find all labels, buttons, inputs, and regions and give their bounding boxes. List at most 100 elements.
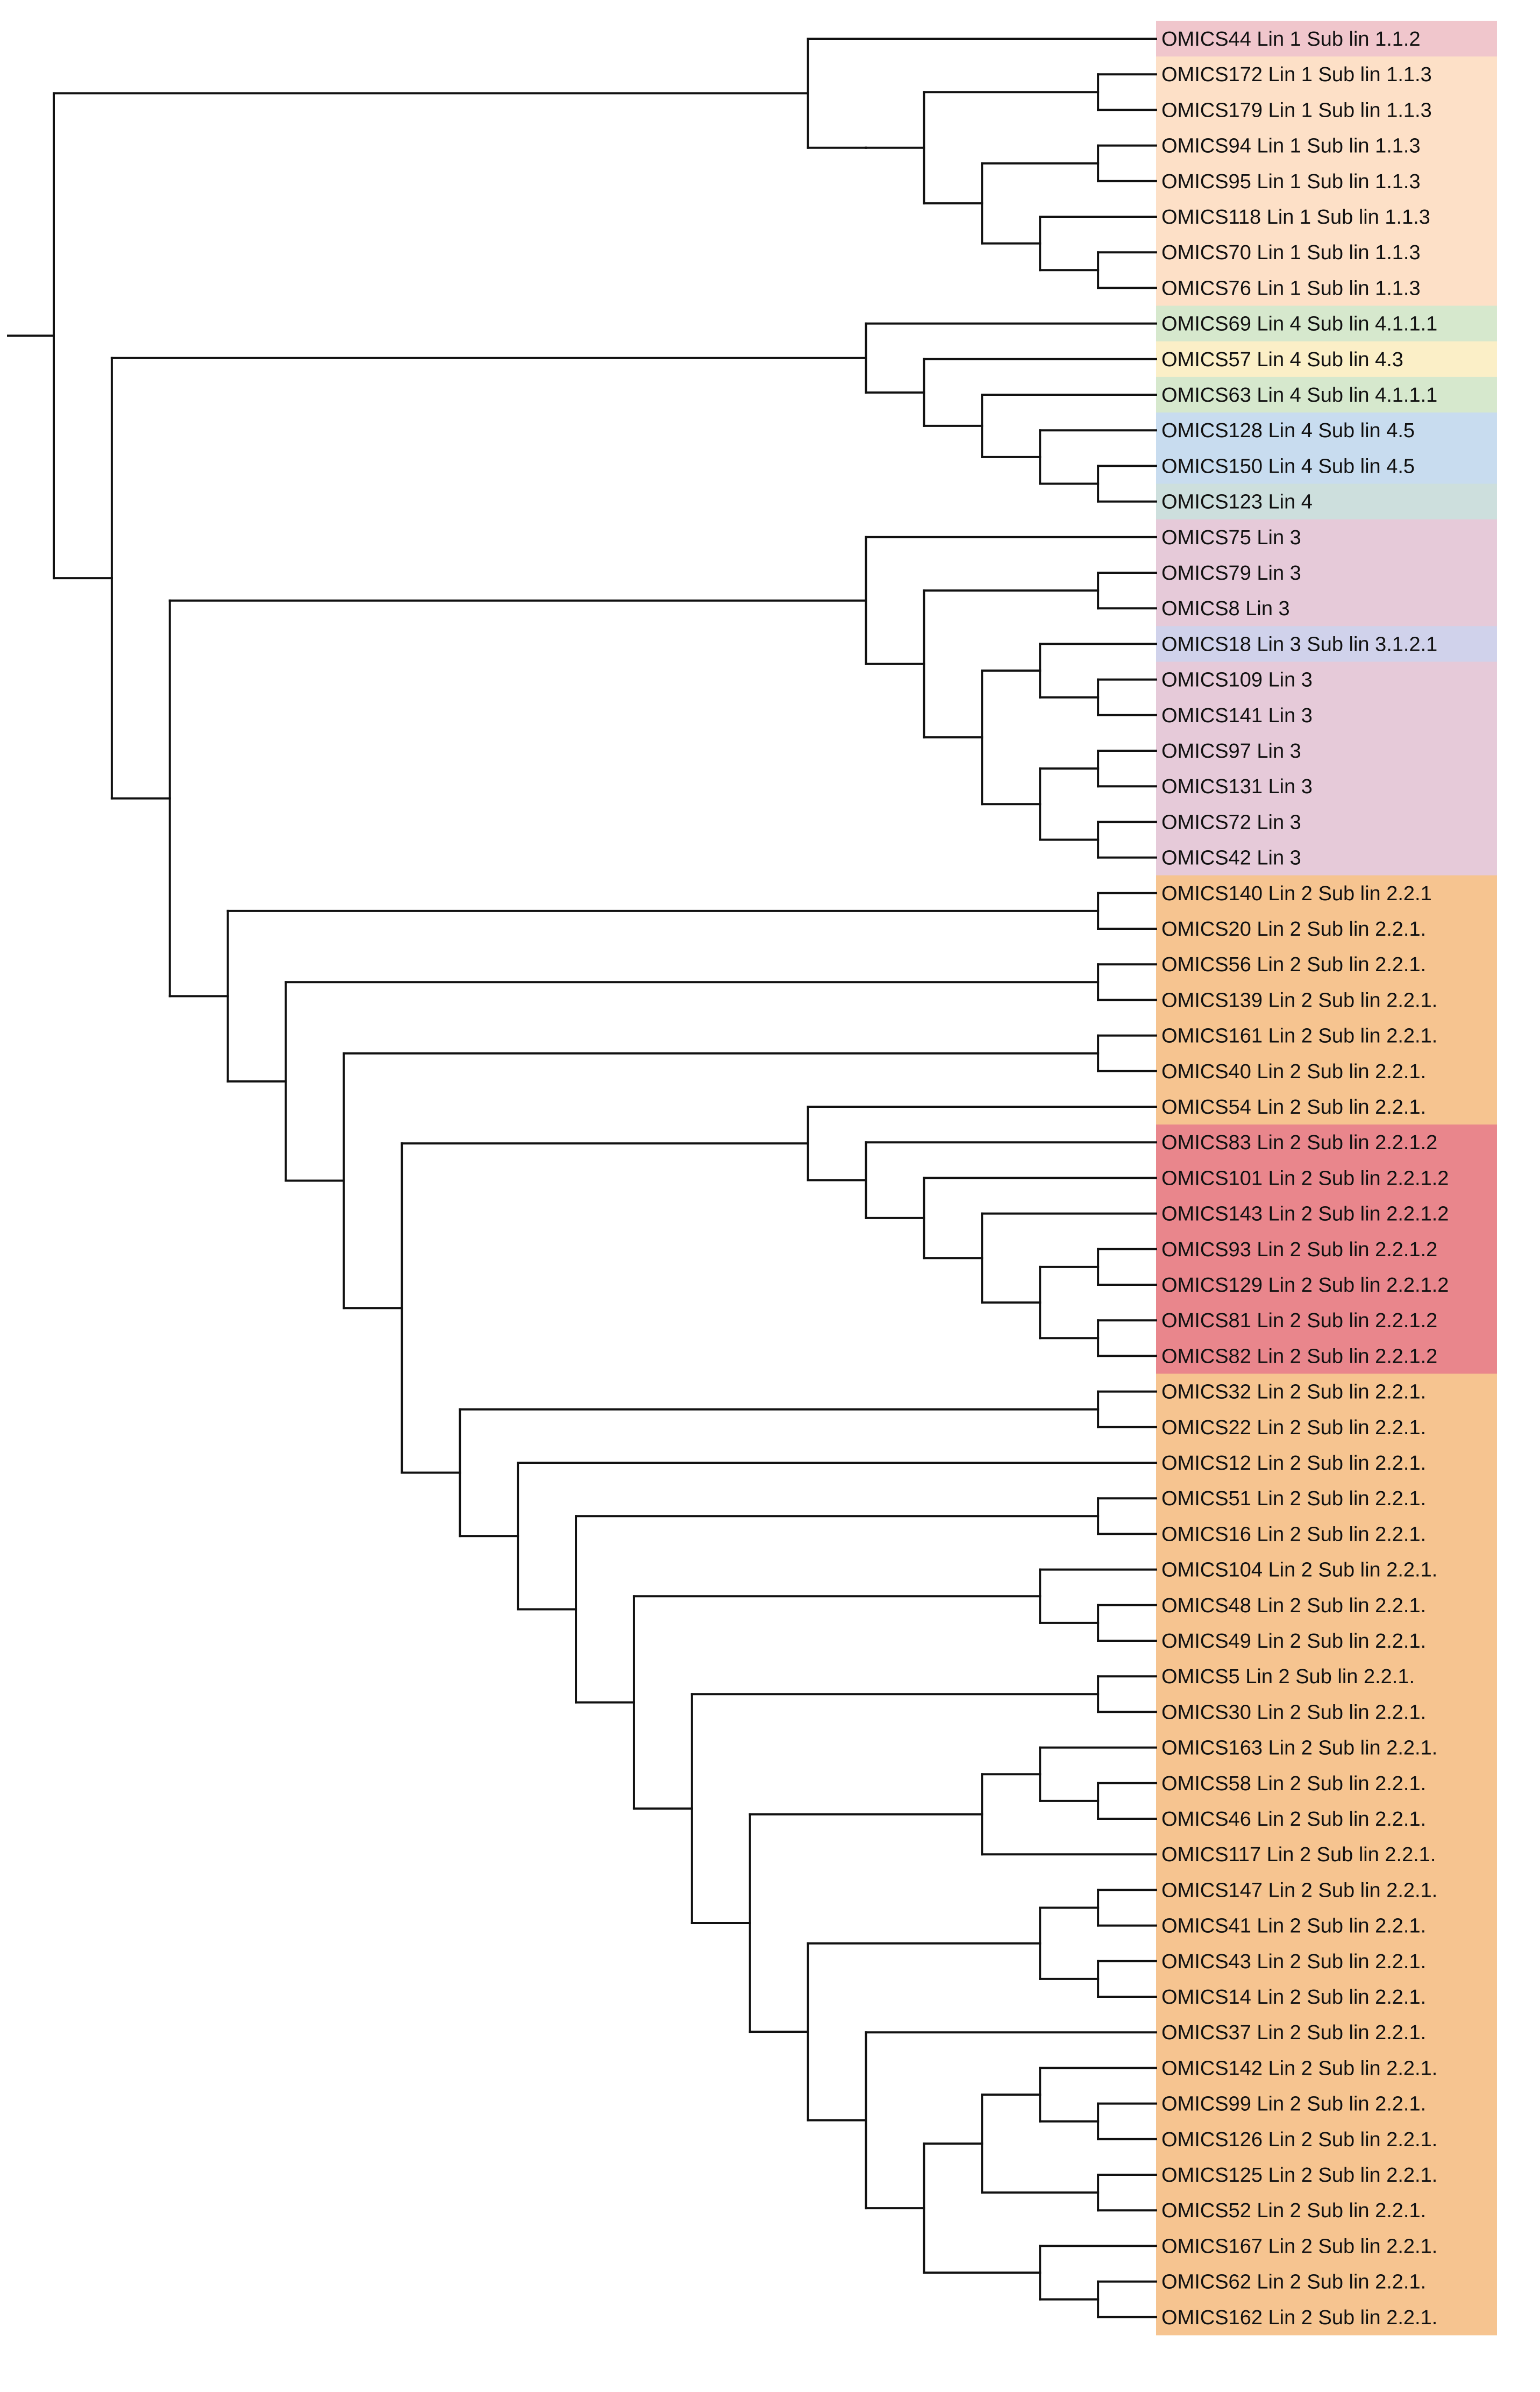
leaf-color-band: [1156, 1694, 1497, 1731]
leaf-color-band: [1156, 1302, 1497, 1339]
leaf-label: OMICS147 Lin 2 Sub lin 2.2.1.: [1161, 1879, 1437, 1902]
leaf-color-band: [1156, 697, 1497, 734]
leaf-color-band: [1156, 2085, 1497, 2122]
leaf-color-band: [1156, 590, 1497, 627]
leaf-color-band: [1156, 946, 1497, 983]
leaf-label: OMICS62 Lin 2 Sub lin 2.2.1.: [1161, 2271, 1426, 2294]
leaf-label: OMICS69 Lin 4 Sub lin 4.1.1.1: [1161, 313, 1437, 336]
leaf-color-band: [1156, 2299, 1497, 2336]
leaf-label: OMICS32 Lin 2 Sub lin 2.2.1.: [1161, 1381, 1426, 1404]
leaf-label: OMICS63 Lin 4 Sub lin 4.1.1.1: [1161, 384, 1437, 407]
leaf-label: OMICS93 Lin 2 Sub lin 2.2.1.2: [1161, 1238, 1437, 1261]
leaf-label: OMICS16 Lin 2 Sub lin 2.2.1.: [1161, 1523, 1426, 1546]
leaf-label: OMICS56 Lin 2 Sub lin 2.2.1.: [1161, 953, 1426, 976]
leaf-label: OMICS109 Lin 3: [1161, 669, 1313, 692]
leaf-color-band: [1156, 1872, 1497, 1909]
leaf-label: OMICS44 Lin 1 Sub lin 1.1.2: [1161, 28, 1421, 51]
leaf-color-band: [1156, 1943, 1497, 1980]
leaf-color-band: [1156, 1658, 1497, 1695]
leaf-label: OMICS126 Lin 2 Sub lin 2.2.1.: [1161, 2128, 1437, 2151]
leaf-label: OMICS161 Lin 2 Sub lin 2.2.1.: [1161, 1025, 1437, 1048]
leaf-label: OMICS129 Lin 2 Sub lin 2.2.1.2: [1161, 1274, 1449, 1297]
leaf-label: OMICS75 Lin 3: [1161, 526, 1301, 549]
leaf-color-band: [1156, 982, 1497, 1019]
leaf-color-band: [1156, 1053, 1497, 1090]
leaf-label: OMICS8 Lin 3: [1161, 597, 1290, 620]
leaf-label: OMICS82 Lin 2 Sub lin 2.2.1.2: [1161, 1345, 1437, 1368]
leaf-label: OMICS172 Lin 1 Sub lin 1.1.3: [1161, 63, 1432, 86]
leaf-color-band: [1156, 1551, 1497, 1588]
leaf-label: OMICS143 Lin 2 Sub lin 2.2.1.2: [1161, 1203, 1449, 1226]
leaf-label: OMICS76 Lin 1 Sub lin 1.1.3: [1161, 277, 1421, 300]
leaf-color-band: [1156, 839, 1497, 876]
leaf-color-band: [1156, 910, 1497, 947]
leaf-color-band: [1156, 1373, 1497, 1410]
leaf-label: OMICS131 Lin 3: [1161, 775, 1313, 798]
leaf-label: OMICS70 Lin 1 Sub lin 1.1.3: [1161, 241, 1421, 264]
leaf-label: OMICS14 Lin 2 Sub lin 2.2.1.: [1161, 1986, 1426, 2009]
leaf-color-band: [1156, 1480, 1497, 1517]
leaf-label: OMICS95 Lin 1 Sub lin 1.1.3: [1161, 170, 1421, 193]
leaf-label: OMICS40 Lin 2 Sub lin 2.2.1.: [1161, 1060, 1426, 1083]
leaf-color-band: [1156, 198, 1497, 235]
leaf-label: OMICS81 Lin 2 Sub lin 2.2.1.2: [1161, 1309, 1437, 1332]
leaf-label: OMICS79 Lin 3: [1161, 562, 1301, 585]
leaf-label: OMICS72 Lin 3: [1161, 811, 1301, 834]
leaf-label: OMICS5 Lin 2 Sub lin 2.2.1.: [1161, 1665, 1415, 1688]
leaf-color-band: [1156, 341, 1497, 378]
leaf-color-band: [1156, 56, 1497, 92]
leaf-label: OMICS18 Lin 3 Sub lin 3.1.2.1: [1161, 633, 1437, 656]
leaf-label: OMICS117 Lin 2 Sub lin 2.2.1.: [1161, 1843, 1436, 1866]
leaf-color-band: [1156, 1195, 1497, 1232]
leaf-label: OMICS142 Lin 2 Sub lin 2.2.1.: [1161, 2057, 1437, 2080]
leaf-label: OMICS163 Lin 2 Sub lin 2.2.1.: [1161, 1737, 1437, 1760]
leaf-labels: OMICS44 Lin 1 Sub lin 1.1.2 OMICS172 Lin …: [1161, 28, 1449, 2329]
leaf-color-band: [1156, 20, 1497, 57]
leaf-color-band: [1156, 804, 1497, 841]
leaf-label: OMICS128 Lin 4 Sub lin 4.5: [1161, 419, 1415, 442]
leaf-color-band: [1156, 732, 1497, 769]
leaf-color-band: [1156, 1017, 1497, 1054]
leaf-color-band: [1156, 1907, 1497, 1944]
leaf-color-band: [1156, 2014, 1497, 2051]
leaf-label: OMICS104 Lin 2 Sub lin 2.2.1.: [1161, 1559, 1437, 1582]
leaf-label: OMICS22 Lin 2 Sub lin 2.2.1.: [1161, 1416, 1426, 1439]
leaf-color-band: [1156, 2121, 1497, 2158]
leaf-label: OMICS51 Lin 2 Sub lin 2.2.1.: [1161, 1487, 1426, 1510]
leaf-color-band: [1156, 875, 1497, 912]
leaf-color-band: [1156, 2228, 1497, 2265]
leaf-label: OMICS41 Lin 2 Sub lin 2.2.1.: [1161, 1915, 1426, 1938]
leaf-color-band: [1156, 1409, 1497, 1446]
leaf-color-band: [1156, 1124, 1497, 1161]
leaf-label: OMICS118 Lin 1 Sub lin 1.1.3: [1161, 206, 1430, 229]
leaf-color-band: [1156, 1088, 1497, 1125]
leaf-color-band: [1156, 1978, 1497, 2015]
leaf-color-band: [1156, 2192, 1497, 2229]
leaf-label: OMICS123 Lin 4: [1161, 491, 1313, 514]
leaf-color-band: [1156, 2156, 1497, 2193]
leaf-label: OMICS52 Lin 2 Sub lin 2.2.1.: [1161, 2199, 1426, 2222]
leaf-color-band: [1156, 1338, 1497, 1375]
leaf-color-band: [1156, 163, 1497, 200]
leaf-label: OMICS150 Lin 4 Sub lin 4.5: [1161, 455, 1415, 478]
leaf-label: OMICS97 Lin 3: [1161, 740, 1301, 763]
leaf-label: OMICS125 Lin 2 Sub lin 2.2.1.: [1161, 2164, 1437, 2187]
leaf-label: OMICS94 Lin 1 Sub lin 1.1.3: [1161, 135, 1421, 158]
leaf-color-band: [1156, 1587, 1497, 1624]
leaf-label: OMICS30 Lin 2 Sub lin 2.2.1.: [1161, 1701, 1426, 1724]
leaf-label: OMICS20 Lin 2 Sub lin 2.2.1.: [1161, 918, 1426, 941]
leaf-color-band: [1156, 92, 1497, 129]
leaf-color-band: [1156, 1836, 1497, 1873]
leaf-color-band: [1156, 1231, 1497, 1268]
leaf-color-band: [1156, 2263, 1497, 2300]
leaf-color-band: [1156, 1444, 1497, 1481]
leaf-color-band: [1156, 234, 1497, 270]
leaf-label: OMICS37 Lin 2 Sub lin 2.2.1.: [1161, 2021, 1426, 2044]
leaf-color-band: [1156, 626, 1497, 663]
leaf-color-band: [1156, 1622, 1497, 1659]
leaf-color-band: [1156, 554, 1497, 591]
leaf-label: OMICS48 Lin 2 Sub lin 2.2.1.: [1161, 1594, 1426, 1617]
leaf-color-band: [1156, 661, 1497, 698]
leaf-color-band: [1156, 127, 1497, 164]
